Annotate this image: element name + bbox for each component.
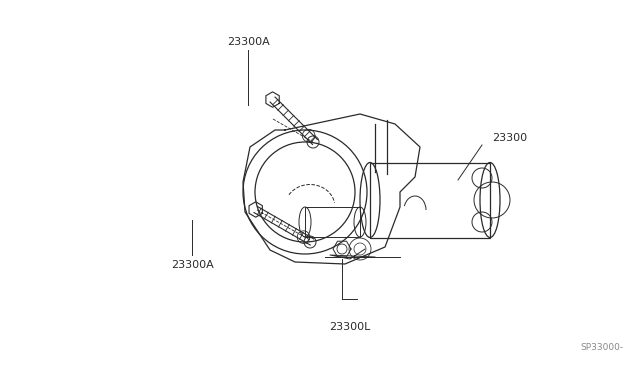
Bar (370, 163, 490, 238)
Text: 23300L: 23300L (330, 322, 371, 332)
Bar (305, 207, 360, 237)
Text: 23300: 23300 (492, 133, 527, 143)
Text: 23300A: 23300A (227, 37, 269, 47)
Text: 23300A: 23300A (171, 260, 213, 270)
Text: SP33000-: SP33000- (580, 343, 623, 353)
